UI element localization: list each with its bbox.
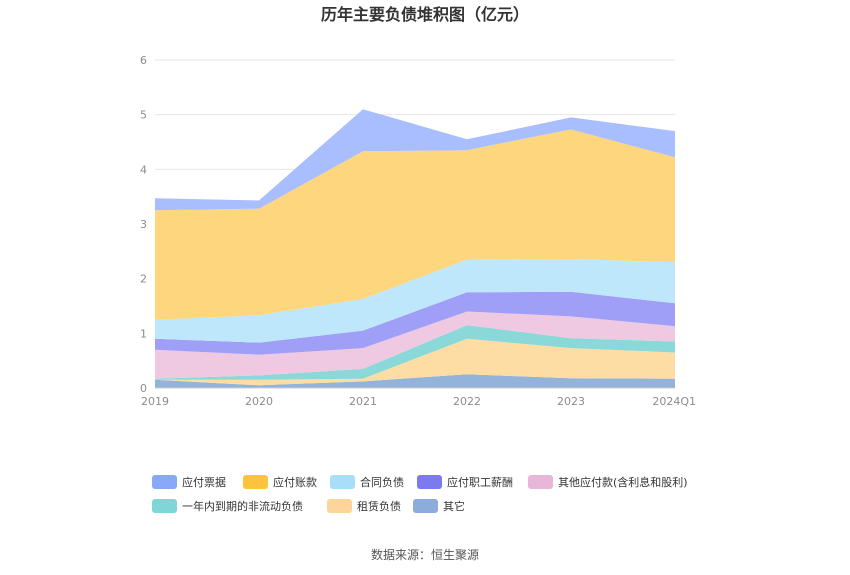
y-tick-label: 6	[140, 54, 147, 67]
area-7	[155, 129, 675, 320]
legend-label: 合同负债	[360, 475, 404, 489]
legend-swatch	[330, 475, 355, 489]
legend-swatch	[152, 475, 177, 489]
legend-swatch	[417, 475, 442, 489]
legend-label: 应付职工薪酬	[447, 475, 513, 489]
area-3	[155, 325, 675, 380]
x-tick-label: 2023	[557, 395, 585, 408]
area-6	[155, 259, 675, 343]
area-4	[155, 311, 675, 379]
legend-label: 租赁负债	[357, 499, 401, 513]
y-tick-label: 5	[140, 109, 147, 122]
legend-label: 一年内到期的非流动负债	[182, 499, 303, 513]
x-tick-label: 2019	[141, 395, 169, 408]
legend-label: 其他应付款(含利息和股利)	[558, 475, 688, 489]
legend-label: 应付票据	[182, 475, 226, 489]
area-1	[155, 374, 675, 388]
area-5	[155, 291, 675, 355]
x-tick-label: 2024Q1	[652, 395, 696, 408]
legend-label: 应付账款	[273, 475, 317, 489]
legend-swatch	[413, 499, 438, 513]
chart-title: 历年主要负债堆积图（亿元）	[321, 5, 529, 24]
x-tick-label: 2022	[453, 395, 481, 408]
source-note: 数据来源：恒生聚源	[371, 547, 479, 562]
y-tick-label: 2	[140, 273, 147, 286]
area-2	[155, 338, 675, 386]
legend-swatch	[152, 499, 177, 513]
area-8	[155, 109, 675, 211]
legend: 应付票据 应付账款 合同负债 应付职工薪酬 其他应付款(含利息和股利) 一年内到期的非流动…	[152, 475, 688, 513]
legend-label: 其它	[443, 499, 465, 513]
legend-swatch	[243, 475, 268, 489]
x-axis-ticks: 2019 2020 2021 2022 2023 2024Q1	[141, 395, 696, 408]
x-tick-label: 2020	[245, 395, 273, 408]
y-tick-label: 3	[140, 218, 147, 231]
y-tick-label: 1	[140, 327, 147, 340]
x-tick-label: 2021	[349, 395, 377, 408]
y-axis-ticks: 0 1 2 3 4 5 6	[140, 54, 147, 395]
y-tick-label: 0	[140, 382, 147, 395]
area-series	[155, 109, 675, 388]
y-tick-label: 4	[140, 163, 147, 176]
legend-swatch	[327, 499, 352, 513]
legend-swatch	[528, 475, 553, 489]
